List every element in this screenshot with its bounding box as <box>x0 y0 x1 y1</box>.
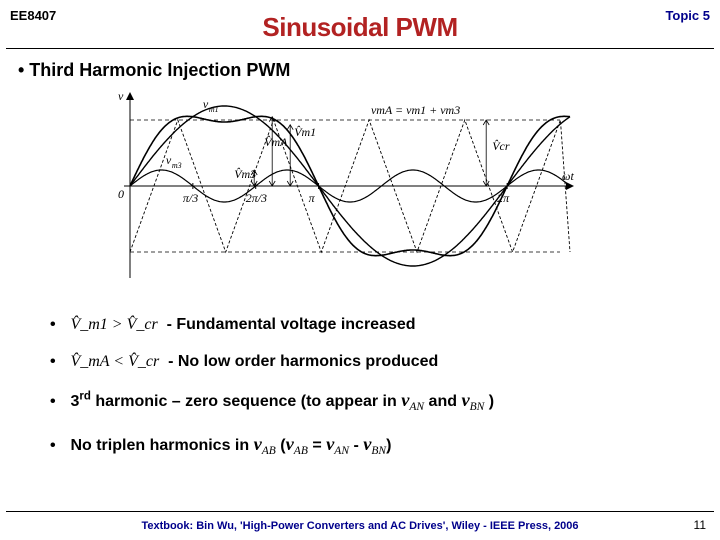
svg-text:m1: m1 <box>209 105 219 114</box>
bullet-1-text: - Fundamental voltage increased <box>167 316 416 333</box>
b4-v3sub: AN <box>334 446 349 458</box>
b4-v2: v <box>286 434 294 454</box>
bottom-rule <box>6 511 714 512</box>
bullet-list: • V̂_m1 > V̂_cr - Fundamental voltage in… <box>50 315 680 477</box>
b4-close: ) <box>386 437 391 454</box>
svg-text:2π: 2π <box>497 191 510 205</box>
b3-and: and <box>424 393 461 410</box>
b4-minus: - <box>349 437 363 454</box>
page-number: 11 <box>694 518 706 532</box>
svg-text:V̂m1: V̂m1 <box>294 125 316 139</box>
b4-v1: v <box>254 434 262 454</box>
b3-v2sub: BN <box>470 402 485 414</box>
top-rule <box>6 48 714 49</box>
b4-eq: = <box>308 437 326 454</box>
svg-text:π/3: π/3 <box>183 191 198 205</box>
math-expr-2: V̂_mA < V̂_cr <box>70 353 159 370</box>
svg-text:m3: m3 <box>172 161 182 170</box>
b4-v1sub: AB <box>262 446 276 458</box>
svg-text:V̂cr: V̂cr <box>492 139 510 153</box>
svg-text:v: v <box>118 89 124 103</box>
b3-end: ) <box>484 393 494 410</box>
svg-text:0: 0 <box>118 187 124 201</box>
b3-mid: harmonic – zero sequence (to appear in <box>91 393 401 410</box>
svg-text:vmA = vm1 + vm3: vmA = vm1 + vm3 <box>371 103 460 117</box>
slide-header: EE8407 Topic 5 Sinusoidal PWM <box>0 0 720 44</box>
bullet-2: • V̂_mA < V̂_cr - No low order harmonics… <box>50 352 680 371</box>
b4-v4sub: BN <box>371 446 386 458</box>
svg-text:V̂m3: V̂m3 <box>234 167 256 181</box>
section-title: • Third Harmonic Injection PWM <box>18 60 290 81</box>
svg-text:π: π <box>309 191 316 205</box>
bullet-2-text: - No low order harmonics produced <box>168 353 438 370</box>
b4-pre: No triplen harmonics in <box>70 437 253 454</box>
b3-sup: rd <box>79 391 91 403</box>
b3-v1sub: AN <box>409 402 424 414</box>
footer-text: Textbook: Bin Wu, 'High-Power Converters… <box>0 520 720 532</box>
svg-text:V̂mA: V̂mA <box>264 135 288 149</box>
bullet-1: • V̂_m1 > V̂_cr - Fundamental voltage in… <box>50 315 680 334</box>
slide-title: Sinusoidal PWM <box>0 12 720 43</box>
math-expr-1: V̂_m1 > V̂_cr <box>70 316 157 333</box>
bullet-3: • 3rd harmonic – zero sequence (to appea… <box>50 389 680 415</box>
b4-open: ( <box>276 437 286 454</box>
svg-text:2π/3: 2π/3 <box>246 191 267 205</box>
bullet-4: • No triplen harmonics in vAB (vAB = vAN… <box>50 433 680 459</box>
b4-v2sub: AB <box>294 446 308 458</box>
b3-v2: v <box>461 390 469 410</box>
thi-pwm-chart: vωt0π/32π/3π2πvm1vm3vmA = vm1 + vm3V̂m3V… <box>110 86 580 286</box>
